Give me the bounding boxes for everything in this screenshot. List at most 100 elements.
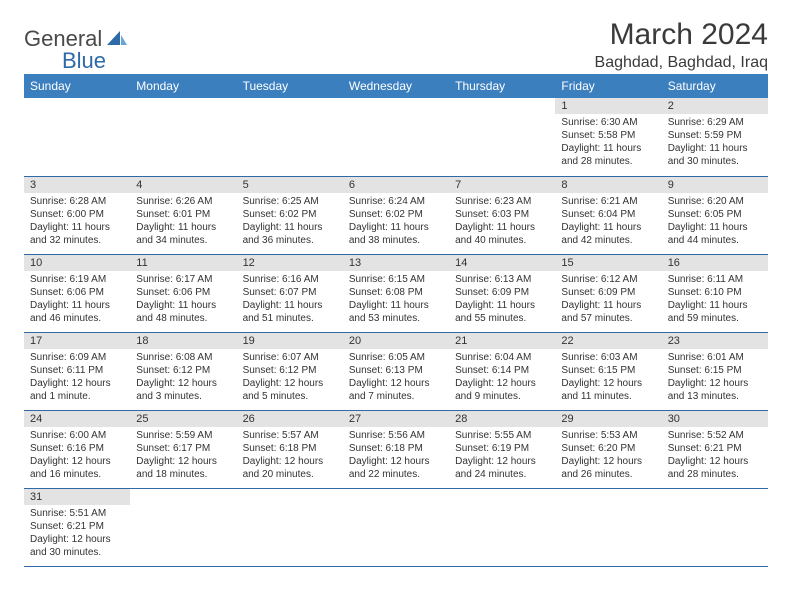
day-number: 31 bbox=[24, 489, 130, 505]
calendar-day: 28Sunrise: 5:55 AMSunset: 6:19 PMDayligh… bbox=[449, 410, 555, 488]
calendar-day: 14Sunrise: 6:13 AMSunset: 6:09 PMDayligh… bbox=[449, 254, 555, 332]
calendar-day-empty bbox=[449, 488, 555, 566]
weekday-header: Thursday bbox=[449, 74, 555, 98]
calendar-day-empty bbox=[237, 488, 343, 566]
logo-text-blue: Blue bbox=[62, 48, 106, 74]
day-content: Sunrise: 6:07 AMSunset: 6:12 PMDaylight:… bbox=[237, 349, 343, 407]
day-number: 30 bbox=[662, 411, 768, 427]
calendar-day: 23Sunrise: 6:01 AMSunset: 6:15 PMDayligh… bbox=[662, 332, 768, 410]
day-content: Sunrise: 6:12 AMSunset: 6:09 PMDaylight:… bbox=[555, 271, 661, 329]
day-content: Sunrise: 5:59 AMSunset: 6:17 PMDaylight:… bbox=[130, 427, 236, 485]
calendar-day: 6Sunrise: 6:24 AMSunset: 6:02 PMDaylight… bbox=[343, 176, 449, 254]
day-number: 18 bbox=[130, 333, 236, 349]
day-content: Sunrise: 6:15 AMSunset: 6:08 PMDaylight:… bbox=[343, 271, 449, 329]
calendar-day: 10Sunrise: 6:19 AMSunset: 6:06 PMDayligh… bbox=[24, 254, 130, 332]
day-content: Sunrise: 6:08 AMSunset: 6:12 PMDaylight:… bbox=[130, 349, 236, 407]
day-number: 10 bbox=[24, 255, 130, 271]
calendar-day: 27Sunrise: 5:56 AMSunset: 6:18 PMDayligh… bbox=[343, 410, 449, 488]
day-content: Sunrise: 6:24 AMSunset: 6:02 PMDaylight:… bbox=[343, 193, 449, 251]
day-content: Sunrise: 5:57 AMSunset: 6:18 PMDaylight:… bbox=[237, 427, 343, 485]
calendar-day: 12Sunrise: 6:16 AMSunset: 6:07 PMDayligh… bbox=[237, 254, 343, 332]
day-number: 2 bbox=[662, 98, 768, 114]
calendar-day: 24Sunrise: 6:00 AMSunset: 6:16 PMDayligh… bbox=[24, 410, 130, 488]
calendar-day: 5Sunrise: 6:25 AMSunset: 6:02 PMDaylight… bbox=[237, 176, 343, 254]
calendar-day: 20Sunrise: 6:05 AMSunset: 6:13 PMDayligh… bbox=[343, 332, 449, 410]
calendar-day: 4Sunrise: 6:26 AMSunset: 6:01 PMDaylight… bbox=[130, 176, 236, 254]
day-content: Sunrise: 5:51 AMSunset: 6:21 PMDaylight:… bbox=[24, 505, 130, 563]
day-number: 25 bbox=[130, 411, 236, 427]
title-block: March 2024 Baghdad, Baghdad, Iraq bbox=[595, 18, 768, 72]
calendar-day-empty bbox=[237, 98, 343, 176]
weekday-header: Tuesday bbox=[237, 74, 343, 98]
calendar-day: 18Sunrise: 6:08 AMSunset: 6:12 PMDayligh… bbox=[130, 332, 236, 410]
day-number: 4 bbox=[130, 177, 236, 193]
calendar-day: 8Sunrise: 6:21 AMSunset: 6:04 PMDaylight… bbox=[555, 176, 661, 254]
day-content: Sunrise: 6:29 AMSunset: 5:59 PMDaylight:… bbox=[662, 114, 768, 172]
day-content: Sunrise: 6:17 AMSunset: 6:06 PMDaylight:… bbox=[130, 271, 236, 329]
day-content: Sunrise: 6:26 AMSunset: 6:01 PMDaylight:… bbox=[130, 193, 236, 251]
calendar-day: 17Sunrise: 6:09 AMSunset: 6:11 PMDayligh… bbox=[24, 332, 130, 410]
calendar-day: 26Sunrise: 5:57 AMSunset: 6:18 PMDayligh… bbox=[237, 410, 343, 488]
day-number: 11 bbox=[130, 255, 236, 271]
day-content: Sunrise: 6:16 AMSunset: 6:07 PMDaylight:… bbox=[237, 271, 343, 329]
day-content: Sunrise: 5:52 AMSunset: 6:21 PMDaylight:… bbox=[662, 427, 768, 485]
day-content: Sunrise: 6:20 AMSunset: 6:05 PMDaylight:… bbox=[662, 193, 768, 251]
calendar-day-empty bbox=[130, 488, 236, 566]
calendar-day: 21Sunrise: 6:04 AMSunset: 6:14 PMDayligh… bbox=[449, 332, 555, 410]
day-number: 8 bbox=[555, 177, 661, 193]
calendar-row: 17Sunrise: 6:09 AMSunset: 6:11 PMDayligh… bbox=[24, 332, 768, 410]
calendar-page: General March 2024 Baghdad, Baghdad, Ira… bbox=[0, 0, 792, 585]
calendar-day: 25Sunrise: 5:59 AMSunset: 6:17 PMDayligh… bbox=[130, 410, 236, 488]
calendar-day: 22Sunrise: 6:03 AMSunset: 6:15 PMDayligh… bbox=[555, 332, 661, 410]
day-number: 21 bbox=[449, 333, 555, 349]
day-number: 29 bbox=[555, 411, 661, 427]
calendar-day-empty bbox=[130, 98, 236, 176]
calendar-day-empty bbox=[449, 98, 555, 176]
calendar-day-empty bbox=[343, 488, 449, 566]
calendar-row: 10Sunrise: 6:19 AMSunset: 6:06 PMDayligh… bbox=[24, 254, 768, 332]
day-number: 6 bbox=[343, 177, 449, 193]
calendar-day-empty bbox=[555, 488, 661, 566]
calendar-row: 31Sunrise: 5:51 AMSunset: 6:21 PMDayligh… bbox=[24, 488, 768, 566]
day-number: 12 bbox=[237, 255, 343, 271]
day-content: Sunrise: 6:03 AMSunset: 6:15 PMDaylight:… bbox=[555, 349, 661, 407]
day-content: Sunrise: 6:04 AMSunset: 6:14 PMDaylight:… bbox=[449, 349, 555, 407]
calendar-day-empty bbox=[662, 488, 768, 566]
weekday-header: Monday bbox=[130, 74, 236, 98]
calendar-day: 9Sunrise: 6:20 AMSunset: 6:05 PMDaylight… bbox=[662, 176, 768, 254]
day-number: 24 bbox=[24, 411, 130, 427]
day-content: Sunrise: 6:19 AMSunset: 6:06 PMDaylight:… bbox=[24, 271, 130, 329]
day-content: Sunrise: 6:11 AMSunset: 6:10 PMDaylight:… bbox=[662, 271, 768, 329]
calendar-day: 3Sunrise: 6:28 AMSunset: 6:00 PMDaylight… bbox=[24, 176, 130, 254]
day-number: 15 bbox=[555, 255, 661, 271]
month-title: March 2024 bbox=[595, 18, 768, 52]
day-number: 27 bbox=[343, 411, 449, 427]
calendar-day: 19Sunrise: 6:07 AMSunset: 6:12 PMDayligh… bbox=[237, 332, 343, 410]
calendar-day: 30Sunrise: 5:52 AMSunset: 6:21 PMDayligh… bbox=[662, 410, 768, 488]
day-content: Sunrise: 6:21 AMSunset: 6:04 PMDaylight:… bbox=[555, 193, 661, 251]
day-number: 5 bbox=[237, 177, 343, 193]
day-number: 17 bbox=[24, 333, 130, 349]
calendar-table: SundayMondayTuesdayWednesdayThursdayFrid… bbox=[24, 74, 768, 567]
day-number: 26 bbox=[237, 411, 343, 427]
day-number: 23 bbox=[662, 333, 768, 349]
day-number: 28 bbox=[449, 411, 555, 427]
day-content: Sunrise: 6:13 AMSunset: 6:09 PMDaylight:… bbox=[449, 271, 555, 329]
day-content: Sunrise: 6:05 AMSunset: 6:13 PMDaylight:… bbox=[343, 349, 449, 407]
day-content: Sunrise: 6:23 AMSunset: 6:03 PMDaylight:… bbox=[449, 193, 555, 251]
day-content: Sunrise: 6:30 AMSunset: 5:58 PMDaylight:… bbox=[555, 114, 661, 172]
calendar-body: 1Sunrise: 6:30 AMSunset: 5:58 PMDaylight… bbox=[24, 98, 768, 566]
weekday-header-row: SundayMondayTuesdayWednesdayThursdayFrid… bbox=[24, 74, 768, 98]
day-number: 16 bbox=[662, 255, 768, 271]
day-number: 9 bbox=[662, 177, 768, 193]
day-number: 3 bbox=[24, 177, 130, 193]
day-content: Sunrise: 6:01 AMSunset: 6:15 PMDaylight:… bbox=[662, 349, 768, 407]
day-content: Sunrise: 6:00 AMSunset: 6:16 PMDaylight:… bbox=[24, 427, 130, 485]
logo-sail-icon bbox=[106, 30, 128, 51]
calendar-day: 31Sunrise: 5:51 AMSunset: 6:21 PMDayligh… bbox=[24, 488, 130, 566]
day-number: 7 bbox=[449, 177, 555, 193]
calendar-row: 3Sunrise: 6:28 AMSunset: 6:00 PMDaylight… bbox=[24, 176, 768, 254]
day-content: Sunrise: 6:28 AMSunset: 6:00 PMDaylight:… bbox=[24, 193, 130, 251]
calendar-day: 1Sunrise: 6:30 AMSunset: 5:58 PMDaylight… bbox=[555, 98, 661, 176]
day-number: 22 bbox=[555, 333, 661, 349]
